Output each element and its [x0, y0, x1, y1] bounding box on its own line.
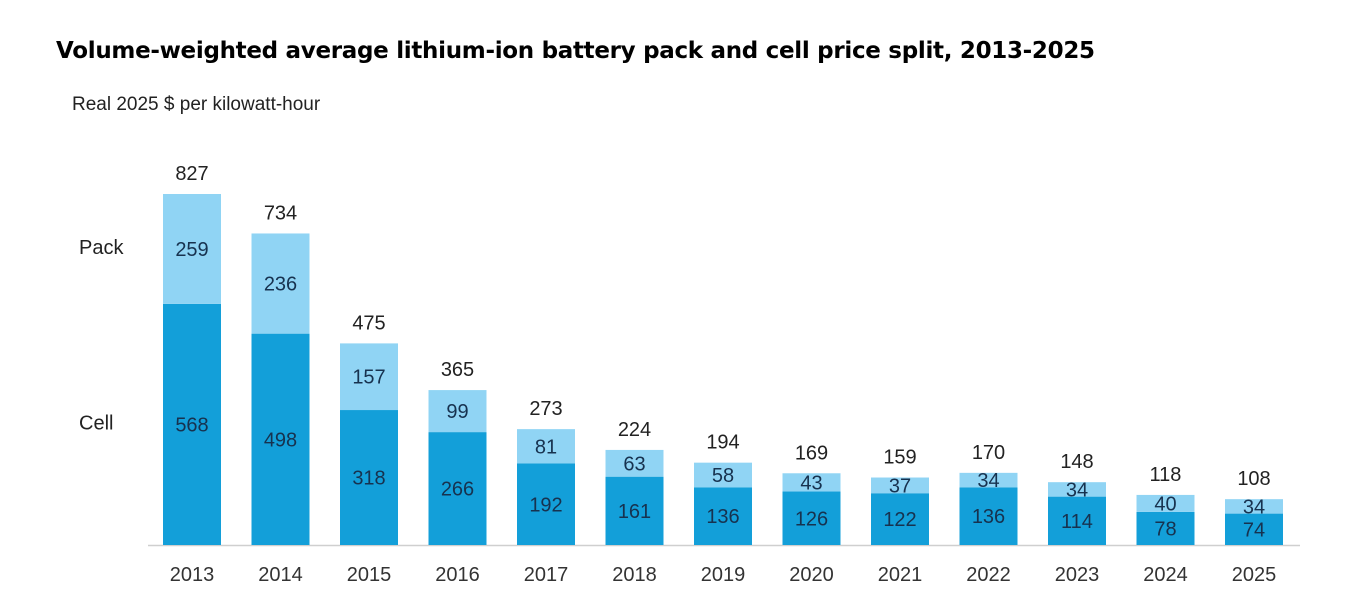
data-label-total: 148 [1060, 451, 1093, 473]
data-label-cell: 498 [264, 429, 297, 451]
bar-cell-2015 [340, 410, 398, 545]
data-label-cell: 192 [529, 494, 562, 516]
x-tick-label: 2014 [258, 564, 303, 586]
x-tick-label: 2015 [347, 564, 392, 586]
data-label-pack: 34 [977, 470, 999, 492]
data-label-pack: 81 [535, 436, 557, 458]
bar-pack-2020 [782, 473, 841, 492]
data-label-cell: 568 [175, 414, 208, 436]
x-tick-label: 2017 [524, 564, 569, 586]
bar-pack-2023 [1048, 482, 1106, 497]
x-tick-label: 2020 [789, 564, 834, 586]
y-axis-label: Real 2025 $ per kilowatt-hour [72, 94, 321, 115]
bar-cell-2014 [251, 333, 310, 545]
bar-cell-2013 [163, 303, 221, 545]
bar-pack-2017 [517, 429, 575, 464]
bar-pack-2013 [163, 194, 221, 304]
bar-cell-2021 [871, 493, 929, 545]
bar-pack-2021 [871, 477, 929, 494]
data-label-pack: 43 [800, 472, 822, 494]
x-tick-label: 2024 [1143, 564, 1188, 586]
data-label-pack: 34 [1066, 479, 1088, 501]
data-label-pack: 37 [889, 475, 911, 497]
data-label-cell: 122 [883, 509, 916, 531]
x-tick-label: 2022 [966, 564, 1011, 586]
data-label-total: 194 [706, 432, 739, 454]
x-tick-label: 2019 [701, 564, 746, 586]
data-label-cell: 114 [1061, 511, 1093, 533]
data-label-total: 475 [352, 312, 385, 334]
data-label-total: 169 [795, 442, 828, 464]
x-tick-label: 2013 [170, 564, 215, 586]
data-label-pack: 259 [175, 239, 208, 261]
data-label-total: 365 [441, 359, 474, 381]
bar-pack-2014 [251, 233, 310, 334]
bar-cell-2019 [694, 487, 752, 545]
bar-cell-2016 [428, 432, 487, 545]
bar-pack-2022 [959, 472, 1018, 488]
bar-cell-2022 [959, 487, 1018, 545]
x-tick-label: 2025 [1232, 564, 1277, 586]
x-tick-label: 2018 [612, 564, 657, 586]
data-label-cell: 136 [972, 506, 1005, 528]
x-tick-label: 2021 [878, 564, 923, 586]
bar-cell-2025 [1225, 513, 1283, 545]
legend-label-cell: Cell [79, 412, 113, 434]
data-label-cell: 78 [1154, 518, 1176, 540]
bar-cell-2018 [605, 476, 664, 545]
bar-pack-2019 [694, 462, 752, 488]
data-label-cell: 74 [1243, 519, 1265, 541]
data-label-pack: 63 [623, 453, 645, 475]
data-label-total: 118 [1150, 464, 1182, 486]
bar-pack-2015 [340, 343, 398, 411]
data-label-cell: 126 [795, 508, 828, 530]
data-label-cell: 266 [441, 479, 474, 501]
x-tick-label: 2023 [1055, 564, 1100, 586]
data-label-total: 273 [529, 398, 562, 420]
data-label-pack: 34 [1243, 496, 1265, 518]
bar-pack-2024 [1136, 494, 1195, 512]
data-label-total: 159 [883, 447, 916, 469]
data-label-cell: 318 [352, 468, 385, 490]
data-label-pack: 40 [1154, 493, 1176, 515]
chart-title: Volume-weighted average lithium-ion batt… [56, 38, 1095, 64]
data-label-cell: 161 [618, 501, 651, 523]
data-label-total: 827 [175, 163, 208, 185]
data-label-pack: 236 [264, 274, 297, 296]
data-label-total: 734 [264, 202, 297, 224]
bar-pack-2018 [605, 449, 664, 477]
data-label-total: 224 [618, 419, 651, 441]
data-label-pack: 157 [352, 367, 385, 389]
data-label-total: 170 [972, 442, 1005, 464]
bar-pack-2016 [428, 390, 487, 433]
data-label-pack: 58 [712, 465, 734, 487]
x-tick-label: 2016 [435, 564, 480, 586]
bar-cell-2024 [1136, 511, 1195, 545]
data-label-pack: 99 [446, 401, 468, 423]
data-label-total: 108 [1237, 468, 1270, 490]
bar-pack-2025 [1225, 499, 1283, 514]
legend-label-pack: Pack [79, 237, 124, 259]
bar-cell-2023 [1048, 496, 1106, 545]
bar-cell-2017 [517, 463, 575, 545]
bar-cell-2020 [782, 491, 841, 545]
data-label-cell: 136 [706, 506, 739, 528]
